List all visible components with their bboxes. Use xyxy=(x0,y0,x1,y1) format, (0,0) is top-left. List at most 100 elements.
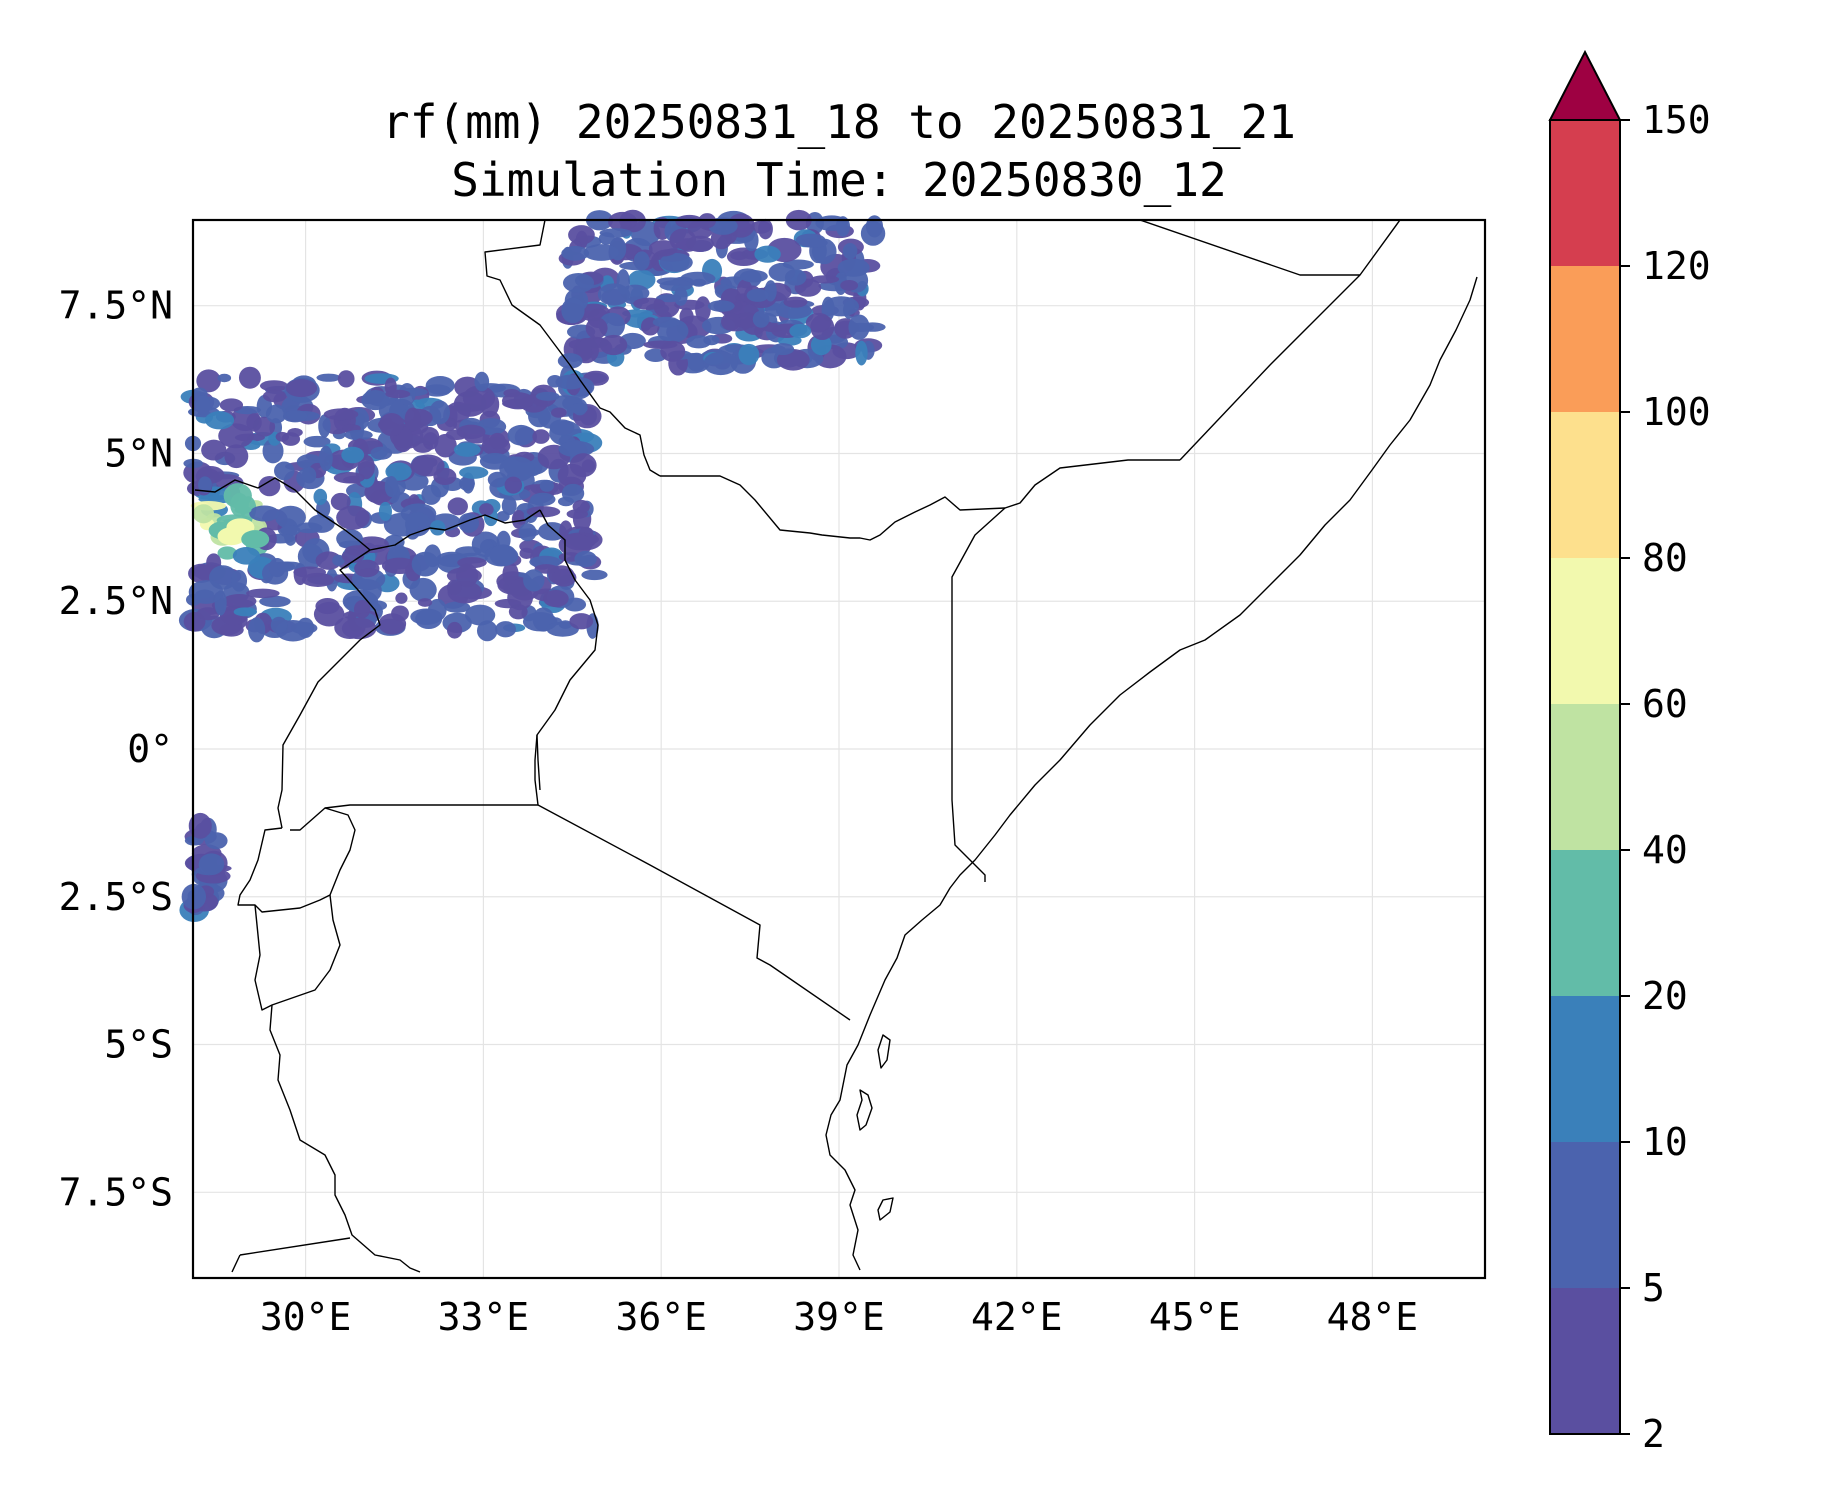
rain-cell xyxy=(464,604,496,626)
rain-cell xyxy=(249,505,280,522)
colorbar-tick-label: 80 xyxy=(1642,536,1688,580)
x-tick-label: 30°E xyxy=(260,1295,352,1339)
colorbar-frame xyxy=(1549,119,1621,1435)
rain-cell xyxy=(276,561,295,572)
rain-cell xyxy=(810,275,840,284)
rain-cell xyxy=(585,317,608,339)
rain-cell xyxy=(330,492,351,511)
border-kenya-somalia xyxy=(951,507,1006,882)
rain-cell xyxy=(495,621,517,638)
colorbar-segment xyxy=(1550,412,1620,558)
rain-cell xyxy=(217,373,232,383)
rain-cell xyxy=(248,617,266,643)
rain-cell xyxy=(233,607,258,617)
rain-cell xyxy=(501,496,517,516)
rain-cell xyxy=(532,429,550,444)
chart-title: rf(mm) 20250831_18 to 20250831_21 xyxy=(382,95,1296,149)
rain-cell xyxy=(385,389,411,399)
rain-cell xyxy=(219,398,244,412)
rain-cell xyxy=(570,403,588,414)
rain-cell xyxy=(784,269,807,286)
rain-cell xyxy=(691,278,707,287)
y-tick-label: 5°S xyxy=(104,1023,173,1067)
rain-cell xyxy=(835,216,851,237)
rain-cell xyxy=(195,395,211,416)
x-tick-label: 36°E xyxy=(615,1295,707,1339)
rain-cell xyxy=(262,389,287,403)
rain-cell xyxy=(282,410,308,423)
rain-cell xyxy=(523,569,545,592)
coastline-east-africa xyxy=(825,276,1478,1271)
rain-cell xyxy=(262,438,284,464)
rain-cell xyxy=(503,389,521,398)
rain-cell xyxy=(308,514,335,533)
rain-cell xyxy=(519,547,534,559)
rain-cell xyxy=(287,428,303,437)
rain-cell xyxy=(409,577,437,602)
rain-cell xyxy=(775,302,812,319)
rain-cell xyxy=(675,214,704,229)
rain-cell xyxy=(561,246,590,261)
rain-cell xyxy=(810,314,835,341)
colorbar-tick-label: 150 xyxy=(1642,98,1711,142)
rain-cell xyxy=(546,621,579,637)
rain-cell xyxy=(703,351,738,376)
rain-cell xyxy=(241,530,270,549)
rain-cell xyxy=(752,310,770,328)
colorbar-segment xyxy=(1550,704,1620,850)
y-tick-label: 2.5°S xyxy=(59,875,173,919)
colorbar-segment xyxy=(1550,120,1620,266)
rain-cell xyxy=(707,300,735,312)
rain-cell xyxy=(740,269,768,283)
border-ethiopia-somalia-upper xyxy=(1179,219,1401,461)
rain-cell xyxy=(534,564,559,574)
colorbar-segment xyxy=(1550,1142,1620,1288)
rain-cell xyxy=(789,323,812,339)
y-tick-label: 2.5°N xyxy=(59,579,173,623)
country-borders xyxy=(194,219,1478,1273)
rain-cell xyxy=(551,568,577,587)
rain-cell xyxy=(417,598,433,607)
colorbar-segment xyxy=(1550,1288,1620,1434)
rain-cell xyxy=(445,401,471,423)
rain-cell xyxy=(572,499,590,514)
rain-cell xyxy=(341,549,365,564)
border-tanzania-drc-zambia xyxy=(269,1004,421,1273)
rain-cell xyxy=(502,562,519,586)
rain-cell xyxy=(652,316,681,328)
border-uganda-drc xyxy=(277,549,381,829)
rain-cell xyxy=(384,476,399,498)
colorbar-tick-label: 5 xyxy=(1642,1266,1665,1310)
rain-cell xyxy=(395,592,408,604)
colorbar-tick-label: 40 xyxy=(1642,828,1688,872)
rain-cell xyxy=(303,435,331,448)
island-mafia xyxy=(877,1197,894,1221)
rain-cell xyxy=(633,251,650,271)
rain-cell xyxy=(444,601,471,613)
rain-cell xyxy=(353,599,371,619)
rain-cell xyxy=(192,504,215,524)
rain-cell xyxy=(799,237,828,248)
rain-cell xyxy=(280,525,301,536)
x-tick-label: 45°E xyxy=(1149,1295,1241,1339)
rain-cell xyxy=(599,334,628,356)
rain-cell xyxy=(865,215,884,238)
rain-cell xyxy=(336,505,370,530)
chart-subtitle: Simulation Time: 20250830_12 xyxy=(451,153,1227,207)
rain-cell xyxy=(336,529,363,549)
rain-cell xyxy=(323,408,359,421)
border-lake-victoria xyxy=(536,734,541,791)
rain-cell xyxy=(840,279,859,291)
rain-cell xyxy=(771,343,795,356)
rain-cell xyxy=(549,419,575,436)
rain-cell xyxy=(659,253,693,272)
border-south-sudan-uganda xyxy=(194,477,541,551)
colorbar-segment xyxy=(1550,850,1620,996)
rain-cell xyxy=(270,616,288,634)
rain-cell xyxy=(526,506,561,518)
colorbar-tick-label: 120 xyxy=(1642,244,1711,288)
rain-cell xyxy=(425,376,455,395)
rain-cell xyxy=(574,550,597,568)
rain-cell xyxy=(848,314,870,340)
rain-cell xyxy=(543,589,569,608)
